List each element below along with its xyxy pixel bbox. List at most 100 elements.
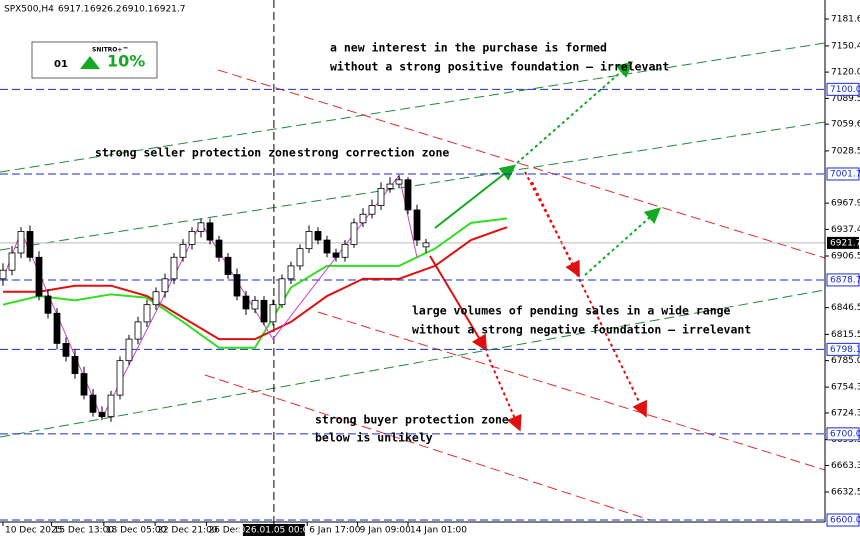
annotation: below is unlikely — [315, 431, 433, 445]
y-tick-label: 7028.5 — [831, 146, 860, 156]
level-label-box — [826, 427, 860, 441]
level-label: 7100.0 — [830, 85, 860, 95]
level-label-box — [826, 82, 860, 96]
y-tick-label: 7120.0 — [831, 68, 860, 78]
candle-body — [386, 183, 394, 189]
last-high: 6926.2 — [90, 5, 122, 15]
last-low: 6910.1 — [122, 5, 154, 15]
candle-body — [44, 295, 52, 314]
channel-line — [0, 121, 826, 251]
candle-body — [341, 243, 349, 258]
x-tick-label: 22 Dec 21:00 — [157, 526, 218, 536]
indicator-line — [2, 226, 508, 341]
arrow — [531, 181, 647, 418]
candle-body — [134, 321, 142, 340]
level-label: 6798.1 — [830, 345, 860, 355]
arrow — [486, 353, 522, 432]
candle-body — [242, 295, 250, 310]
arrow — [429, 255, 488, 352]
level-label: 6878.7 — [830, 275, 860, 285]
y-tick-label: 6754.3 — [831, 383, 860, 393]
indicator-line — [2, 217, 508, 349]
channel-line — [0, 289, 826, 438]
candle-body — [395, 179, 403, 185]
x-tick-label-box — [242, 524, 305, 536]
level-label-box — [826, 167, 860, 181]
candle-body — [71, 355, 79, 374]
candle-body — [89, 394, 97, 413]
channel-line — [204, 374, 651, 521]
y-tick-label: 6967.9 — [831, 199, 860, 209]
candle-body — [368, 205, 376, 215]
widget-box — [31, 41, 158, 79]
candle-body — [53, 312, 61, 344]
candle-body — [350, 222, 358, 245]
y-tick-label: 6906.5 — [831, 251, 860, 261]
widget-brand: SNITRO+™ — [92, 47, 128, 54]
candle-body — [377, 187, 385, 207]
last-open: 6917.1 — [58, 5, 90, 15]
x-tick-label: 18 Dec 05:00 — [106, 526, 167, 536]
candle-body — [278, 278, 286, 306]
candle-body — [260, 299, 268, 323]
arrow — [524, 171, 580, 278]
channel-line — [317, 311, 826, 471]
symbol: SPX500,H4 — [4, 5, 54, 15]
candle-body — [323, 239, 331, 254]
y-tick-label: 6632.5 — [831, 488, 860, 498]
candle-body — [98, 411, 106, 418]
candle-body — [170, 256, 178, 280]
annotation: large volumes of pending sales in a wide… — [412, 304, 731, 318]
current-price-box — [827, 236, 859, 249]
annotation: a new interest in the purchase is formed — [330, 41, 607, 55]
x-tick-label: 14 Jan 01:00 — [410, 526, 467, 536]
widget: SNITRO+™ 01 10% — [31, 41, 158, 79]
candle-body — [287, 265, 295, 280]
widget-percent: 10% — [107, 52, 145, 71]
candle-body — [107, 394, 115, 418]
candle-body — [188, 231, 196, 245]
candle-body — [422, 242, 430, 248]
candle-body — [332, 252, 340, 258]
level-label: 6700.0 — [830, 429, 860, 439]
channel-line — [0, 42, 826, 173]
widget-code: 01 — [54, 59, 68, 70]
y-tick-label: 7089.5 — [831, 94, 860, 104]
x-tick-label: 10 Dec 2025 — [5, 526, 63, 536]
candle-body — [161, 278, 169, 293]
candle-body — [269, 304, 277, 323]
level-label: 6600.0 — [830, 516, 860, 526]
arrow — [516, 61, 634, 164]
level-label-box — [826, 513, 860, 527]
level-label-box — [826, 342, 860, 356]
candle-body — [26, 231, 34, 258]
x-tick-label: 2026.01.05 00:00 — [234, 526, 315, 536]
candle-body — [197, 222, 205, 232]
y-tick-label: 7181.6 — [831, 15, 860, 25]
candle-body — [404, 179, 412, 211]
level-label: 7001.7 — [830, 169, 860, 179]
candle-body — [17, 231, 25, 254]
annotation: strong seller protection zone — [95, 146, 296, 160]
candle-body — [224, 256, 232, 275]
y-tick-label: 6937.4 — [831, 225, 860, 235]
candle-body — [80, 373, 88, 396]
candle-body — [413, 209, 421, 241]
candle-body — [215, 239, 223, 258]
candle-body — [125, 338, 133, 362]
x-tick-label: 9 Jan 09:00 — [360, 526, 412, 536]
y-tick-label: 6815.5 — [831, 330, 860, 340]
widget-arrow — [80, 56, 100, 69]
channel-line — [217, 69, 826, 259]
trend-lines — [0, 42, 826, 521]
candle-body — [35, 256, 43, 297]
y-tick-label: 6785.0 — [831, 356, 860, 366]
annotation: without a strong negative foundation – i… — [412, 323, 751, 337]
annotation: without a strong positive foundation – i… — [330, 60, 669, 74]
candle-body — [8, 252, 16, 271]
y-tick-label: 6846.5 — [831, 303, 860, 313]
candle-body — [251, 299, 259, 310]
candle-body — [0, 269, 7, 280]
